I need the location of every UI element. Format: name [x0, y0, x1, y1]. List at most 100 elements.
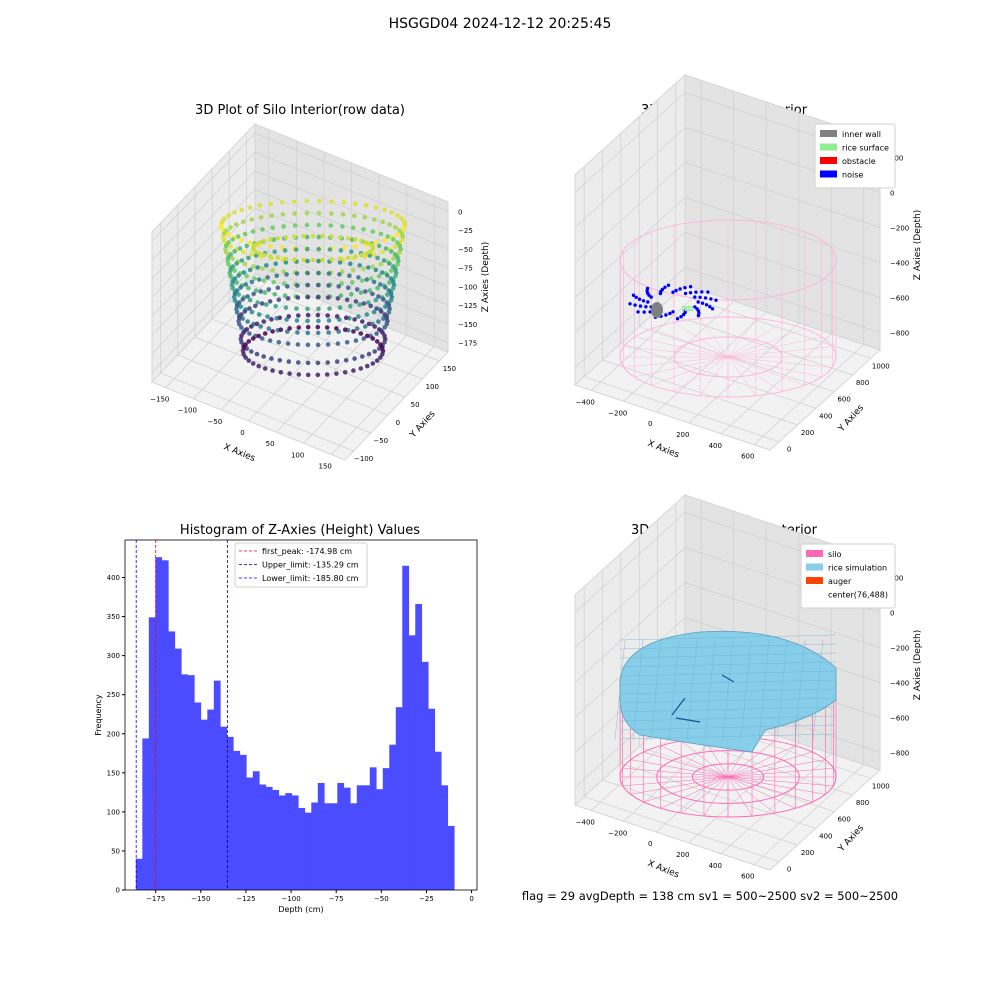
- x-tick-label: 200: [676, 431, 689, 439]
- grid-line: [584, 796, 780, 862]
- histogram-bar: [187, 675, 195, 890]
- data-point: [292, 223, 298, 228]
- y-tick-label: 400: [107, 574, 120, 582]
- mesh-line: [704, 639, 716, 741]
- data-point: [385, 234, 391, 239]
- noise-point: [668, 311, 672, 316]
- histogram-bar: [168, 631, 176, 890]
- data-point: [338, 256, 343, 261]
- silo-spoke: [727, 776, 834, 787]
- legend-label: auger: [828, 577, 852, 586]
- mesh-line: [650, 639, 662, 741]
- data-point: [261, 319, 267, 324]
- data-point: [282, 293, 288, 298]
- legend-box: [234, 542, 368, 588]
- x-tick-label: −175: [146, 895, 165, 903]
- data-point: [277, 358, 283, 363]
- data-point: [363, 289, 368, 294]
- x-tick-label: −150: [150, 396, 169, 404]
- data-point: [354, 287, 360, 292]
- x-axis-label: Depth (cm): [278, 905, 323, 914]
- z-tick-label: −75: [458, 265, 473, 273]
- grid-line: [721, 333, 832, 435]
- data-point: [340, 224, 345, 229]
- silo-spoke: [727, 776, 796, 809]
- data-point: [348, 261, 353, 267]
- x-tick-label: 400: [709, 862, 722, 870]
- data-point: [374, 358, 380, 363]
- grid-line: [165, 279, 270, 388]
- data-point: [362, 215, 368, 220]
- y-tick-label: 350: [107, 613, 120, 621]
- data-point: [310, 257, 316, 263]
- data-point: [352, 213, 357, 218]
- grid-line: [639, 326, 835, 392]
- silo-spoke: [634, 356, 729, 378]
- noise-point: [693, 295, 697, 299]
- histogram-bar: [246, 777, 254, 890]
- data-point: [255, 265, 260, 270]
- data-point: [359, 238, 364, 244]
- grid-line: [574, 267, 686, 368]
- data-point: [253, 253, 259, 258]
- mesh-line: [619, 697, 837, 704]
- legend-label: silo: [828, 550, 842, 559]
- data-point: [268, 254, 273, 259]
- noise-point: [710, 307, 715, 311]
- grid-line: [684, 267, 881, 333]
- data-point: [351, 268, 356, 273]
- silo-spoke: [673, 322, 729, 358]
- data-point: [391, 256, 396, 261]
- histogram-bar: [265, 786, 273, 890]
- grid-line: [602, 779, 798, 846]
- data-point: [399, 238, 405, 243]
- histogram-bar: [350, 803, 358, 890]
- data-point: [251, 291, 256, 297]
- grid-line: [753, 344, 864, 445]
- plot1-point-cloud: [218, 198, 408, 378]
- histogram-bar: [415, 604, 423, 890]
- data-point: [226, 240, 231, 245]
- x-tick-label: 0: [648, 420, 652, 428]
- data-point: [397, 243, 403, 248]
- data-point: [376, 273, 382, 279]
- x-tick-label: −25: [419, 895, 434, 903]
- noise-point: [714, 298, 718, 302]
- data-point: [324, 325, 330, 330]
- histogram-bar: [402, 565, 410, 890]
- data-point: [278, 370, 284, 375]
- plot4-rice-surface: [614, 630, 837, 753]
- data-point: [305, 282, 311, 288]
- grid-line: [684, 162, 881, 228]
- data-point: [368, 303, 374, 309]
- data-point: [315, 342, 321, 348]
- data-point: [253, 288, 259, 293]
- x-tick-label: 50: [266, 440, 275, 448]
- data-point: [380, 249, 386, 255]
- mesh-line: [740, 639, 752, 741]
- x-tick-label: −100: [178, 407, 197, 415]
- data-point: [389, 268, 394, 273]
- legend-swatch: [806, 577, 823, 584]
- data-point: [265, 275, 270, 280]
- y-tick-label: 800: [856, 379, 869, 387]
- data-point: [241, 270, 247, 275]
- data-point: [239, 312, 244, 317]
- data-point: [278, 327, 284, 333]
- grid-line: [684, 582, 881, 648]
- legend-swatch: [820, 170, 837, 178]
- data-point: [395, 255, 400, 260]
- data-point: [395, 232, 400, 237]
- data-point: [258, 215, 264, 220]
- data-point: [327, 306, 332, 311]
- data-point: [257, 240, 262, 245]
- mesh-line: [619, 724, 837, 731]
- data-point: [326, 318, 332, 323]
- data-point: [365, 333, 370, 339]
- data-point: [226, 232, 231, 237]
- data-point: [395, 262, 400, 267]
- data-point: [316, 306, 321, 312]
- data-point: [304, 198, 310, 204]
- data-point: [296, 372, 302, 377]
- data-point: [397, 250, 403, 255]
